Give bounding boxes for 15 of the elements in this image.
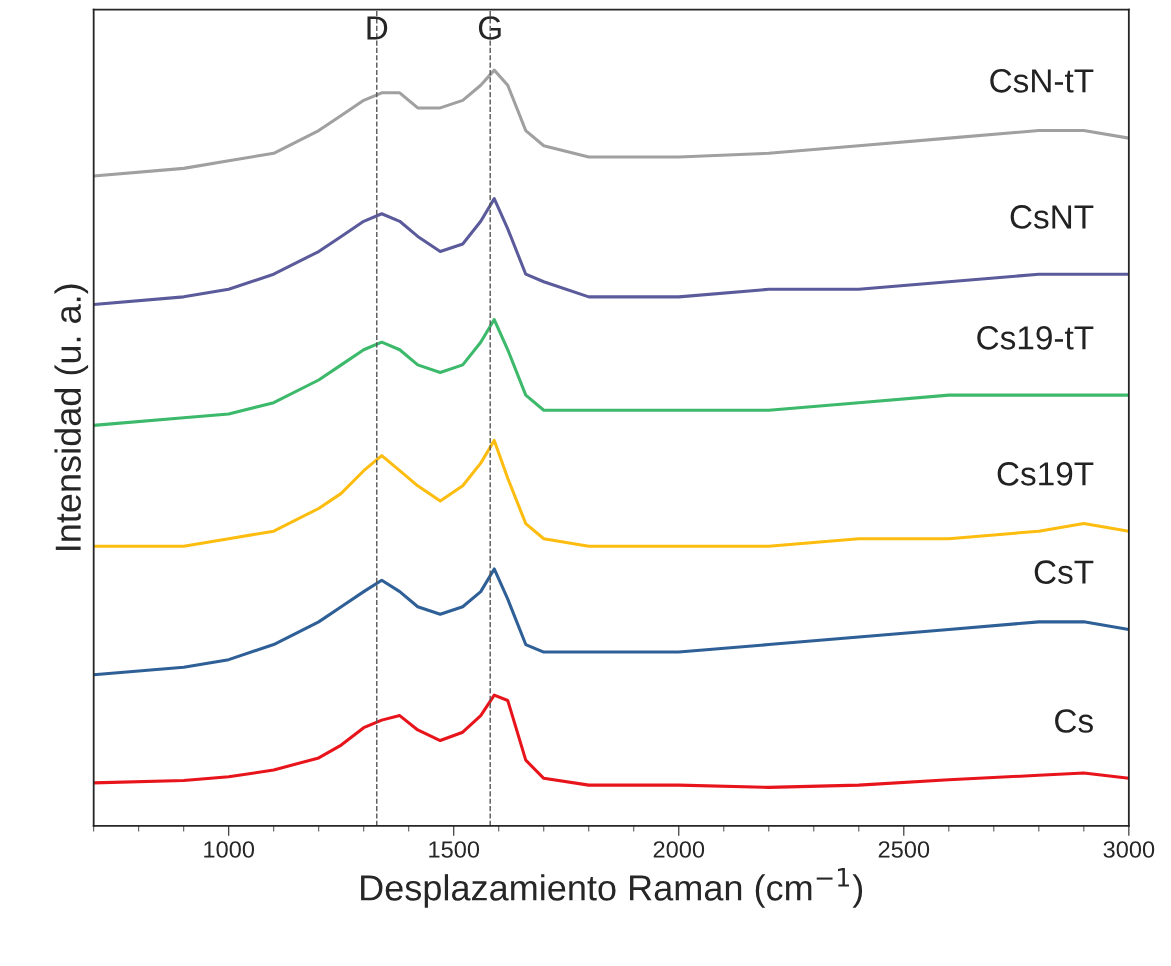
x-tick-label: 1500	[429, 841, 480, 858]
series-label: CsT	[1034, 560, 1094, 584]
series-label: Cs	[1055, 709, 1093, 733]
x-tick-label: 3000	[1103, 841, 1155, 858]
x-tick-label: 1000	[204, 841, 255, 858]
x-tick-label: 2500	[878, 841, 930, 858]
series-label: Cs19T	[997, 462, 1094, 486]
series-label: CsN-tT	[990, 69, 1094, 93]
ref-line-label: G	[478, 16, 501, 40]
x-axis-title: Desplazamiento Raman (cm$^{−1}$)	[361, 868, 863, 908]
x-tick-label: 2000	[653, 841, 705, 858]
ref-line-label: D	[367, 16, 388, 40]
series-label: CsNT	[1010, 205, 1094, 229]
series-label: Cs19-tT	[977, 326, 1094, 350]
y-axis-title: Intensidad (u. a.)	[54, 284, 89, 550]
